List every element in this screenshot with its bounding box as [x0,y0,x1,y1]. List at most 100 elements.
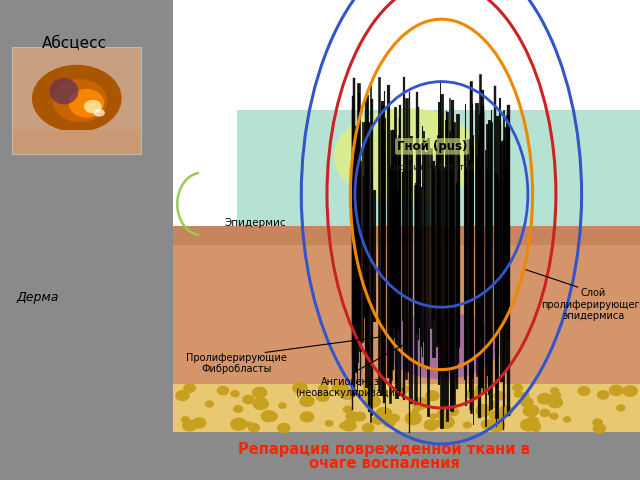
Circle shape [513,384,522,392]
Circle shape [205,401,213,407]
Circle shape [293,383,307,393]
Circle shape [344,406,352,412]
Circle shape [578,386,590,396]
Circle shape [325,420,333,426]
Ellipse shape [32,65,122,132]
Circle shape [467,390,477,398]
Circle shape [550,413,558,419]
Circle shape [176,391,189,400]
Circle shape [248,423,259,432]
Bar [173,226,640,245]
Circle shape [563,417,570,422]
Bar [173,230,640,384]
Circle shape [424,420,438,430]
Circle shape [476,385,485,392]
Circle shape [300,396,314,406]
Text: Дерма: Дерма [16,291,58,304]
Circle shape [182,420,196,431]
Circle shape [360,391,368,397]
Circle shape [434,421,442,426]
Circle shape [218,386,228,395]
Circle shape [294,386,303,393]
Circle shape [538,394,552,404]
Circle shape [593,419,602,426]
Bar [13,48,141,154]
Circle shape [609,385,623,396]
Circle shape [540,409,550,416]
Circle shape [441,399,448,404]
Bar [0,0,173,480]
Circle shape [372,416,383,424]
Circle shape [485,420,493,427]
Ellipse shape [52,79,108,122]
Circle shape [413,398,428,409]
Circle shape [342,420,356,431]
Circle shape [193,418,206,428]
Text: Гной (pus): Гной (pus) [397,140,467,153]
Circle shape [319,385,328,392]
Circle shape [376,408,392,420]
Circle shape [252,387,267,398]
Circle shape [521,397,533,407]
Circle shape [527,417,538,425]
Circle shape [490,410,505,422]
Circle shape [551,388,559,394]
Circle shape [552,392,561,398]
Circle shape [340,423,348,429]
Circle shape [333,382,348,394]
Circle shape [365,396,380,407]
Circle shape [396,384,408,394]
Circle shape [405,412,421,424]
Bar [173,384,640,432]
Ellipse shape [334,108,479,204]
Circle shape [265,412,277,421]
Ellipse shape [50,78,79,105]
Circle shape [438,416,454,428]
Circle shape [261,411,276,421]
Circle shape [481,420,493,429]
Circle shape [390,414,399,422]
Circle shape [184,384,195,393]
Text: Эпидермис: Эпидермис [224,218,285,228]
Circle shape [182,417,189,422]
Circle shape [340,388,355,399]
Circle shape [476,405,491,416]
Circle shape [383,418,395,427]
Circle shape [529,422,541,430]
Circle shape [231,418,246,430]
Circle shape [500,407,509,414]
Circle shape [593,424,605,433]
Circle shape [494,392,505,400]
Circle shape [278,423,290,432]
Circle shape [548,397,563,408]
Text: Ангиогенез
(неоваскуляризация): Ангиогенез (неоваскуляризация) [296,377,405,398]
Text: очаге воспаления: очаге воспаления [308,456,460,471]
Circle shape [598,391,609,399]
Bar [237,110,640,230]
Bar [13,130,141,154]
Text: Пролиферирующие
Фибробласты: Пролиферирующие Фибробласты [186,353,287,374]
Ellipse shape [69,89,104,118]
Circle shape [253,398,268,409]
Circle shape [437,410,449,420]
Circle shape [231,391,239,396]
Text: Абсцесс: Абсцесс [42,36,107,51]
Circle shape [300,412,314,422]
Text: Слой
пролиферирующего
эпидермиса: Слой пролиферирующего эпидермиса [541,288,640,321]
Circle shape [532,426,540,432]
Circle shape [354,412,365,421]
Circle shape [316,391,330,401]
Circle shape [463,422,471,428]
Bar [13,48,141,154]
Circle shape [490,401,499,408]
Circle shape [246,422,252,427]
Circle shape [430,414,436,419]
Ellipse shape [384,312,499,379]
Bar [173,0,640,432]
Circle shape [623,386,637,396]
Circle shape [448,408,458,416]
Circle shape [488,420,504,432]
Circle shape [521,393,529,398]
Circle shape [381,416,390,422]
Circle shape [520,419,536,431]
